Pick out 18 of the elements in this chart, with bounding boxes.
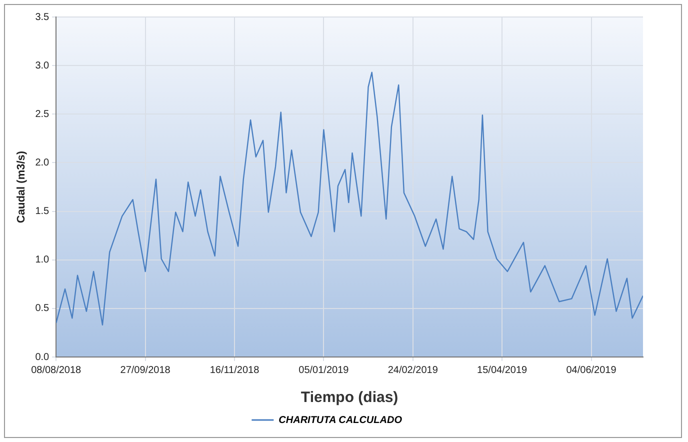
- y-axis-title: Caudal (m3/s): [16, 150, 28, 224]
- y-tick-label: 3.5: [35, 12, 50, 23]
- x-tick-label: 24/02/2019: [388, 364, 438, 376]
- y-tick-label: 2.0: [35, 157, 50, 168]
- y-tick-label: 0.0: [35, 352, 50, 363]
- legend-label: CHARITUTA CALCULADO: [278, 414, 402, 426]
- y-tick-label: 1.0: [35, 254, 50, 266]
- x-tick-label: 27/09/2018: [120, 364, 171, 376]
- x-tick-label: 04/06/2019: [566, 364, 617, 376]
- y-tick-label: 1.5: [35, 206, 50, 218]
- x-tick-label: 15/04/2019: [477, 364, 528, 376]
- y-tick-label: 0.5: [35, 303, 50, 314]
- x-tick-label: 16/11/2018: [210, 364, 260, 376]
- x-tick-label: 08/08/2018: [31, 364, 82, 376]
- x-axis-title: Tiempo (dias): [300, 389, 398, 406]
- y-tick-label: 2.5: [35, 108, 50, 120]
- x-tick-label: 05/01/2019: [298, 364, 350, 376]
- y-tick-label: 3.0: [35, 60, 50, 72]
